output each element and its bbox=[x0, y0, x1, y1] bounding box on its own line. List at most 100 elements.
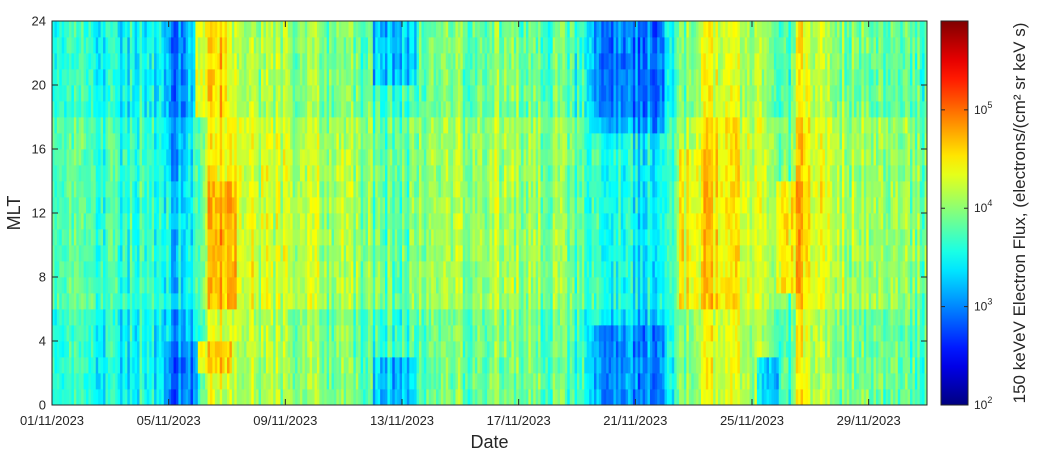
heatmap-cell bbox=[409, 389, 413, 406]
heatmap-cell bbox=[302, 197, 306, 214]
heatmap-cell bbox=[547, 261, 551, 278]
heatmap-cell bbox=[258, 85, 262, 102]
heatmap-cell bbox=[547, 85, 551, 102]
heatmap-cell bbox=[431, 357, 434, 374]
heatmap-cell bbox=[542, 357, 546, 374]
heatmap-cell bbox=[312, 149, 315, 166]
heatmap-cell bbox=[278, 37, 281, 54]
heatmap-cell bbox=[404, 133, 408, 150]
heatmap-cell bbox=[265, 101, 269, 118]
heatmap-cell bbox=[54, 245, 58, 262]
heatmap-cell bbox=[431, 133, 434, 150]
heatmap-cell bbox=[333, 325, 337, 342]
heatmap-cell bbox=[341, 53, 345, 70]
heatmap-cell bbox=[487, 165, 490, 182]
heatmap-cell bbox=[132, 213, 136, 230]
heatmap-cell bbox=[494, 181, 498, 198]
heatmap-cell bbox=[299, 325, 303, 342]
heatmap-cell bbox=[474, 133, 478, 150]
heatmap-cell bbox=[555, 325, 558, 342]
heatmap-cell bbox=[212, 325, 216, 342]
heatmap-cell bbox=[66, 357, 70, 374]
heatmap-cell bbox=[132, 181, 136, 198]
heatmap-cell bbox=[81, 277, 84, 294]
heatmap-cell bbox=[178, 101, 182, 118]
heatmap-cell bbox=[523, 117, 527, 134]
heatmap-cell bbox=[120, 85, 123, 102]
heatmap-cell bbox=[491, 21, 495, 38]
heatmap-cell bbox=[146, 245, 150, 262]
heatmap-cell bbox=[547, 309, 551, 326]
heatmap-cell bbox=[239, 85, 242, 102]
heatmap-cell bbox=[367, 373, 371, 390]
heatmap-cell bbox=[105, 277, 109, 294]
heatmap-cell bbox=[61, 277, 65, 294]
heatmap-cell bbox=[275, 53, 279, 70]
heatmap-cell bbox=[438, 341, 442, 358]
heatmap-cell bbox=[205, 293, 208, 310]
heatmap-cell bbox=[270, 53, 274, 70]
heatmap-cell bbox=[69, 245, 72, 262]
heatmap-cell bbox=[98, 357, 102, 374]
heatmap-cell bbox=[231, 181, 235, 198]
heatmap-cell bbox=[110, 37, 114, 54]
heatmap-cell bbox=[175, 373, 179, 390]
heatmap-cell bbox=[380, 325, 383, 342]
heatmap-cell bbox=[246, 373, 250, 390]
heatmap-cell bbox=[241, 133, 245, 150]
heatmap-cell bbox=[190, 293, 194, 310]
heatmap-cell bbox=[506, 293, 510, 310]
heatmap-cell bbox=[173, 245, 177, 262]
heatmap-cell bbox=[521, 309, 524, 326]
heatmap-cell bbox=[326, 85, 330, 102]
heatmap-cell bbox=[324, 277, 328, 294]
heatmap-cell bbox=[394, 245, 398, 262]
heatmap-cell bbox=[380, 117, 383, 134]
heatmap-cell bbox=[358, 117, 362, 134]
heatmap-cell bbox=[470, 357, 473, 374]
heatmap-cell bbox=[207, 213, 211, 230]
heatmap-cell bbox=[71, 117, 75, 134]
heatmap-cell bbox=[282, 357, 286, 374]
heatmap-cell bbox=[137, 181, 140, 198]
heatmap-cell bbox=[314, 389, 318, 406]
heatmap-cell bbox=[389, 261, 393, 278]
heatmap-cell bbox=[239, 373, 242, 390]
heatmap-cell bbox=[462, 261, 466, 278]
heatmap-cell bbox=[375, 165, 379, 182]
heatmap-cell bbox=[414, 53, 417, 70]
heatmap-cell bbox=[144, 53, 148, 70]
heatmap-cell bbox=[302, 133, 306, 150]
heatmap-cell bbox=[530, 325, 534, 342]
heatmap-cell bbox=[236, 149, 240, 166]
heatmap-cell bbox=[195, 165, 199, 182]
heatmap-cell bbox=[76, 213, 80, 230]
heatmap-cell bbox=[319, 341, 323, 358]
heatmap-cell bbox=[214, 133, 218, 150]
heatmap-cell bbox=[550, 325, 554, 342]
heatmap-cell bbox=[248, 341, 252, 358]
heatmap-cell bbox=[528, 389, 532, 406]
heatmap-cell bbox=[273, 277, 277, 294]
heatmap-cell bbox=[212, 133, 216, 150]
heatmap-cell bbox=[360, 197, 364, 214]
heatmap-cell bbox=[299, 277, 303, 294]
heatmap-cell bbox=[287, 373, 291, 390]
heatmap-cell bbox=[324, 165, 328, 182]
heatmap-cell bbox=[192, 53, 196, 70]
heatmap-cell bbox=[73, 37, 77, 54]
heatmap-cell bbox=[411, 261, 415, 278]
heatmap-cell bbox=[251, 325, 255, 342]
heatmap-cell bbox=[64, 101, 67, 118]
heatmap-cell bbox=[127, 53, 131, 70]
heatmap-cell bbox=[474, 21, 478, 38]
heatmap-cell bbox=[268, 229, 272, 246]
heatmap-cell bbox=[392, 229, 396, 246]
heatmap-cell bbox=[222, 309, 225, 326]
heatmap-cell bbox=[124, 85, 128, 102]
heatmap-cell bbox=[389, 357, 393, 374]
heatmap-cell bbox=[256, 21, 259, 38]
heatmap-cell bbox=[525, 309, 529, 326]
heatmap-cell bbox=[545, 21, 549, 38]
heatmap-cell bbox=[141, 229, 145, 246]
